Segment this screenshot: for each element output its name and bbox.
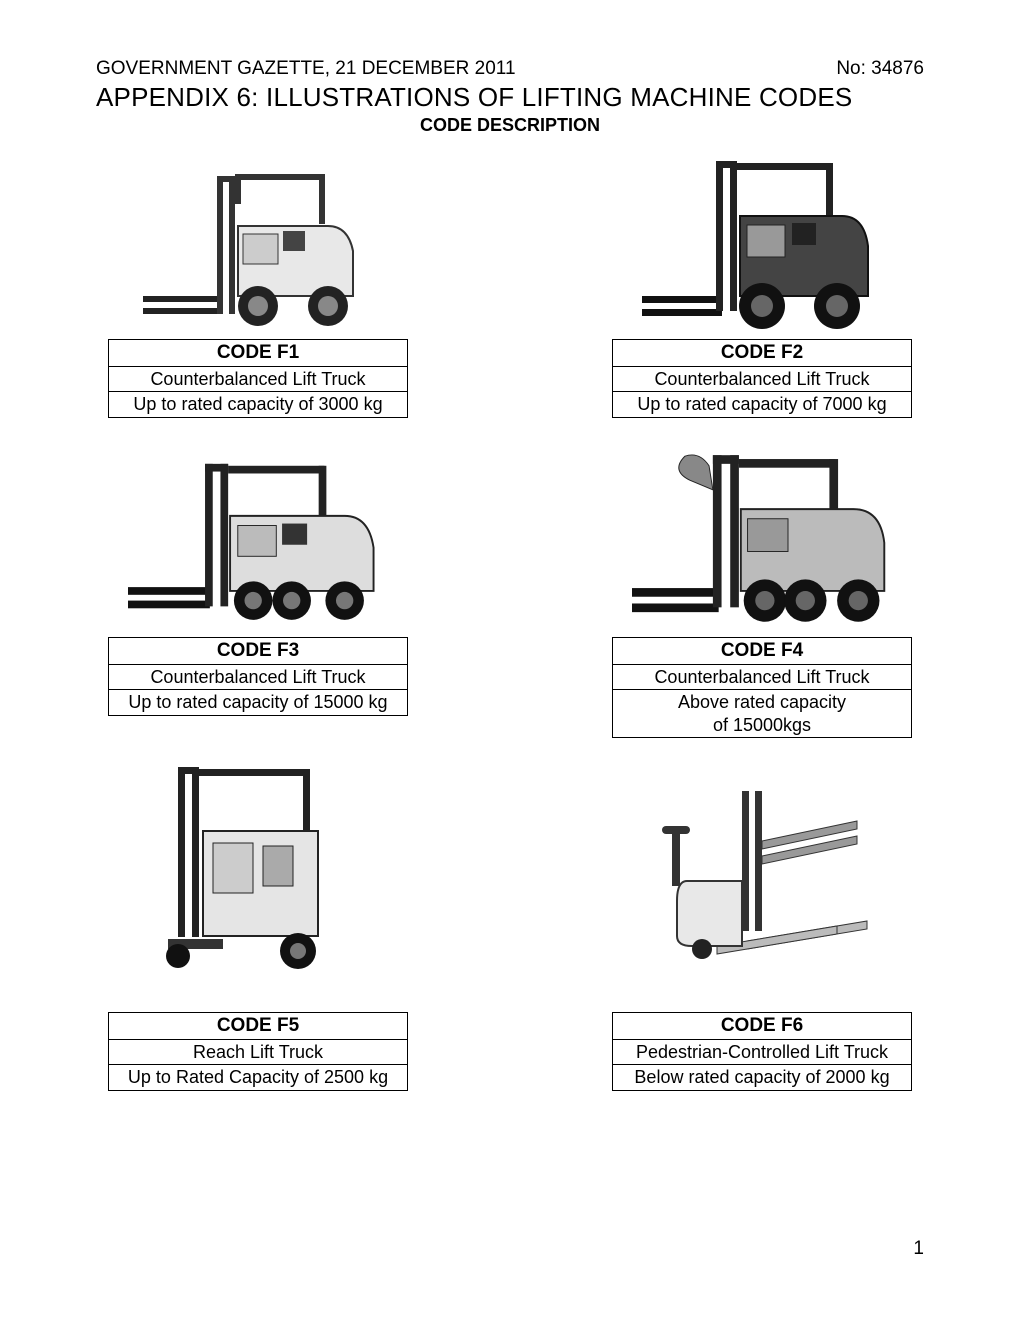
code-cell-f6: CODE F6 Pedestrian-Controlled Lift Truck… [600, 766, 924, 1091]
gazette-header: GOVERNMENT GAZETTE, 21 DECEMBER 2011 No:… [96, 58, 924, 80]
desc-f1: Counterbalanced Lift Truck [109, 366, 408, 392]
forklift-f3-image [128, 446, 388, 631]
desc-f2: Counterbalanced Lift Truck [613, 366, 912, 392]
code-f5: CODE F5 [109, 1013, 408, 1040]
forklift-f2-image [632, 148, 892, 333]
code-f4: CODE F4 [613, 637, 912, 664]
cap-f1: Up to rated capacity of 3000 kg [109, 392, 408, 418]
codes-grid: CODE F1 Counterbalanced Lift Truck Up to… [96, 148, 924, 1091]
code-description-heading: CODE DESCRIPTION [96, 115, 924, 136]
label-table-f6: CODE F6 Pedestrian-Controlled Lift Truck… [612, 1012, 912, 1091]
forklift-f4-image [632, 446, 892, 631]
forklift-f6-image [632, 766, 892, 966]
label-table-f5: CODE F5 Reach Lift Truck Up to Rated Cap… [108, 1012, 408, 1091]
page-number: 1 [913, 1238, 924, 1260]
gazette-text: GOVERNMENT GAZETTE, 21 DECEMBER 2011 [96, 58, 516, 80]
code-cell-f5: CODE F5 Reach Lift Truck Up to Rated Cap… [96, 766, 420, 1091]
gazette-number: No: 34876 [836, 58, 924, 80]
forklift-f1-image [128, 148, 388, 333]
code-cell-f4: CODE F4 Counterbalanced Lift Truck Above… [600, 446, 924, 738]
code-f6: CODE F6 [613, 1013, 912, 1040]
label-table-f3: CODE F3 Counterbalanced Lift Truck Up to… [108, 637, 408, 716]
code-f3: CODE F3 [109, 637, 408, 664]
desc-f6: Pedestrian-Controlled Lift Truck [613, 1039, 912, 1065]
label-table-f4: CODE F4 Counterbalanced Lift Truck Above… [612, 637, 912, 738]
forklift-f5-image [128, 766, 388, 966]
code-cell-f1: CODE F1 Counterbalanced Lift Truck Up to… [96, 148, 420, 418]
appendix-title: APPENDIX 6: ILLUSTRATIONS OF LIFTING MAC… [96, 82, 924, 113]
label-table-f1: CODE F1 Counterbalanced Lift Truck Up to… [108, 339, 408, 418]
cap-f4: Above rated capacity of 15000kgs [613, 690, 912, 738]
desc-f3: Counterbalanced Lift Truck [109, 664, 408, 690]
desc-f5: Reach Lift Truck [109, 1039, 408, 1065]
desc-f4: Counterbalanced Lift Truck [613, 664, 912, 690]
cap-f5: Up to Rated Capacity of 2500 kg [109, 1065, 408, 1091]
cap-f6: Below rated capacity of 2000 kg [613, 1065, 912, 1091]
code-cell-f2: CODE F2 Counterbalanced Lift Truck Up to… [600, 148, 924, 418]
code-cell-f3: CODE F3 Counterbalanced Lift Truck Up to… [96, 446, 420, 738]
code-f2: CODE F2 [613, 340, 912, 367]
code-f1: CODE F1 [109, 340, 408, 367]
cap-f3: Up to rated capacity of 15000 kg [109, 690, 408, 716]
cap-f2: Up to rated capacity of 7000 kg [613, 392, 912, 418]
label-table-f2: CODE F2 Counterbalanced Lift Truck Up to… [612, 339, 912, 418]
